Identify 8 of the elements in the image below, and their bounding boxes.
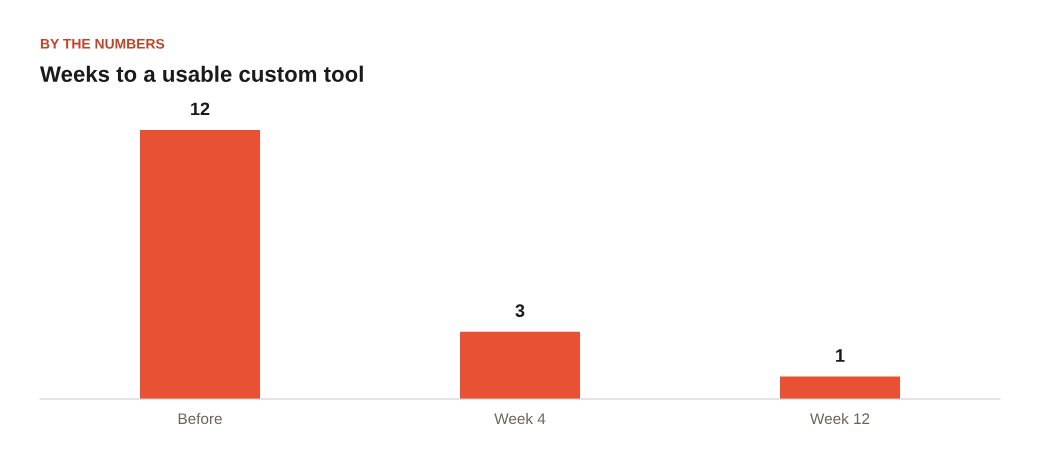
data-label: 12 (191, 102, 210, 116)
x-tick-label: Week 4 (494, 412, 546, 425)
data-label: 1 (836, 349, 845, 362)
chart-title: Weeks to a usable custom tool (40, 65, 363, 82)
x-tick-label: Before (178, 412, 222, 425)
data-label: 3 (515, 304, 525, 318)
x-tick-label: Week 12 (810, 412, 870, 425)
chart-subtitle: BY THE NUMBERS (40, 38, 165, 49)
